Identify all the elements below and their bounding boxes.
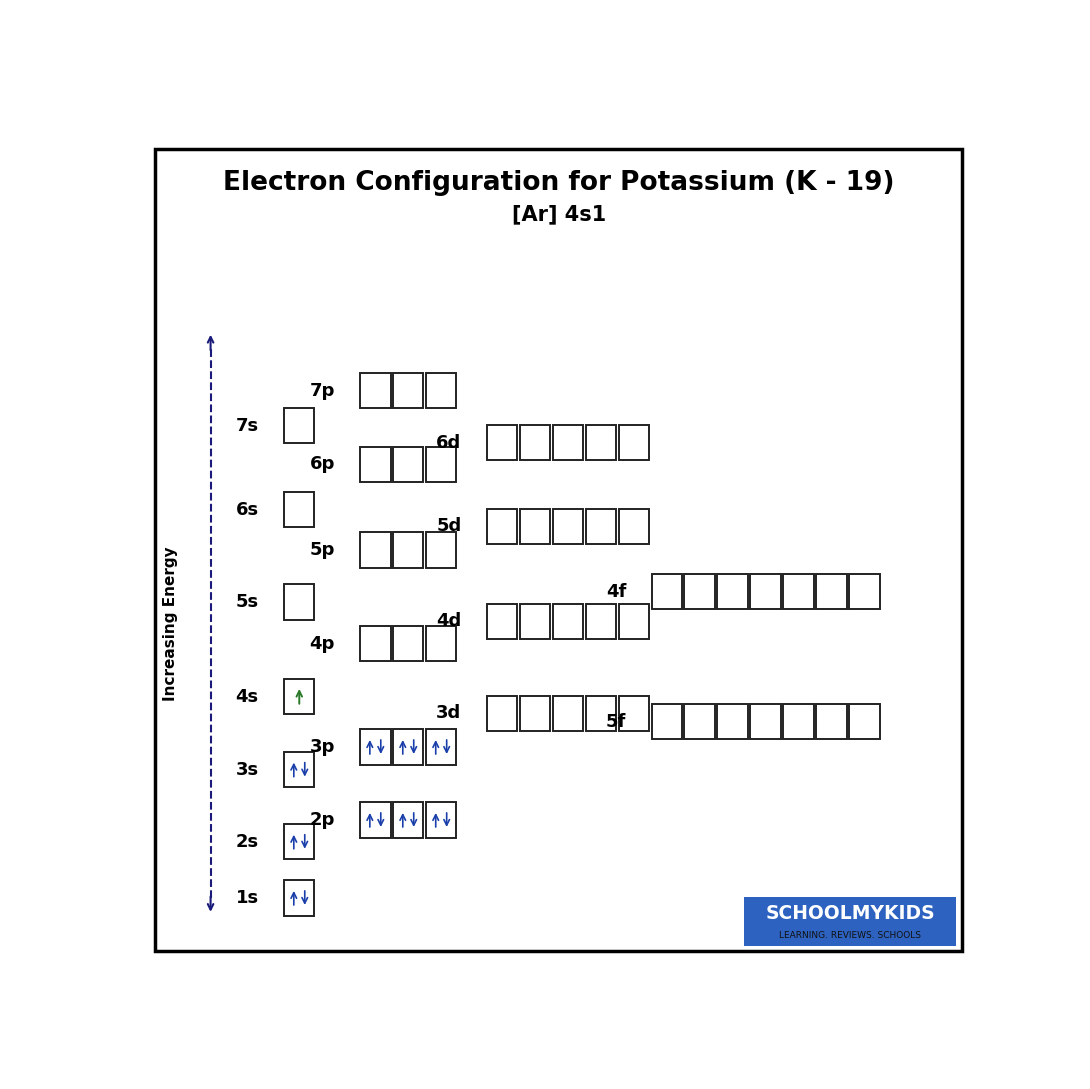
Bar (849, 705, 880, 739)
Bar (553, 603, 583, 639)
Bar (520, 696, 550, 731)
Bar (393, 446, 423, 482)
Bar (393, 533, 423, 567)
Text: 4f: 4f (606, 583, 626, 601)
Bar (393, 803, 423, 837)
Text: 1s: 1s (235, 889, 258, 907)
Bar (520, 509, 550, 544)
Bar (426, 374, 457, 408)
Bar (487, 509, 518, 544)
Text: 3p: 3p (310, 738, 335, 756)
Text: SCHOOLMYKIDS: SCHOOLMYKIDS (765, 904, 935, 923)
Bar (520, 603, 550, 639)
Bar (426, 446, 457, 482)
Text: 4s: 4s (235, 687, 258, 706)
Bar (816, 705, 847, 739)
Text: 2p: 2p (310, 811, 335, 829)
Bar (553, 696, 583, 731)
Text: 3d: 3d (436, 705, 461, 722)
Bar (426, 533, 457, 567)
Text: 5p: 5p (310, 541, 335, 559)
Bar (553, 509, 583, 544)
Bar (393, 730, 423, 764)
Bar (360, 803, 390, 837)
Bar (426, 730, 457, 764)
Bar (619, 509, 649, 544)
Bar (717, 574, 748, 610)
Text: 6d: 6d (436, 433, 461, 452)
Bar (360, 374, 390, 408)
Text: 2s: 2s (235, 833, 258, 851)
Text: LEARNING. REVIEWS. SCHOOLS: LEARNING. REVIEWS. SCHOOLS (779, 930, 921, 940)
Text: 6p: 6p (310, 455, 335, 474)
Text: [Ar] 4s1: [Ar] 4s1 (511, 205, 606, 224)
Bar (284, 824, 315, 859)
Bar (393, 374, 423, 408)
Bar (784, 574, 814, 610)
Bar (284, 752, 315, 787)
Bar (284, 585, 315, 620)
Bar (426, 803, 457, 837)
Bar (744, 897, 956, 945)
Bar (487, 696, 518, 731)
Bar (585, 509, 616, 544)
Bar (487, 603, 518, 639)
Text: 7p: 7p (310, 381, 335, 400)
Bar (360, 626, 390, 661)
Bar (284, 492, 315, 527)
Bar (619, 696, 649, 731)
Bar (585, 696, 616, 731)
Text: Increasing Energy: Increasing Energy (162, 546, 178, 700)
Bar (585, 425, 616, 461)
Text: 4d: 4d (436, 612, 461, 631)
Bar (284, 680, 315, 714)
Bar (360, 533, 390, 567)
Bar (750, 574, 780, 610)
Bar (816, 574, 847, 610)
Bar (652, 705, 682, 739)
Bar (360, 730, 390, 764)
Bar (619, 425, 649, 461)
Bar (487, 425, 518, 461)
Text: 6s: 6s (235, 501, 258, 518)
Bar (360, 446, 390, 482)
Bar (619, 603, 649, 639)
Bar (784, 705, 814, 739)
Text: 3s: 3s (235, 760, 258, 779)
Text: 5d: 5d (436, 517, 461, 536)
Bar (284, 880, 315, 916)
Bar (750, 705, 780, 739)
Bar (685, 574, 715, 610)
Text: 5f: 5f (606, 713, 626, 731)
Bar (685, 705, 715, 739)
Text: 7s: 7s (235, 417, 258, 435)
Bar (284, 408, 315, 443)
Bar (717, 705, 748, 739)
Text: 5s: 5s (235, 592, 258, 611)
Text: 4p: 4p (310, 635, 335, 653)
Text: Electron Configuration for Potassium (K - 19): Electron Configuration for Potassium (K … (222, 170, 895, 196)
Bar (393, 626, 423, 661)
Bar (585, 603, 616, 639)
Bar (849, 574, 880, 610)
Bar (520, 425, 550, 461)
Bar (553, 425, 583, 461)
Bar (426, 626, 457, 661)
Bar (652, 574, 682, 610)
